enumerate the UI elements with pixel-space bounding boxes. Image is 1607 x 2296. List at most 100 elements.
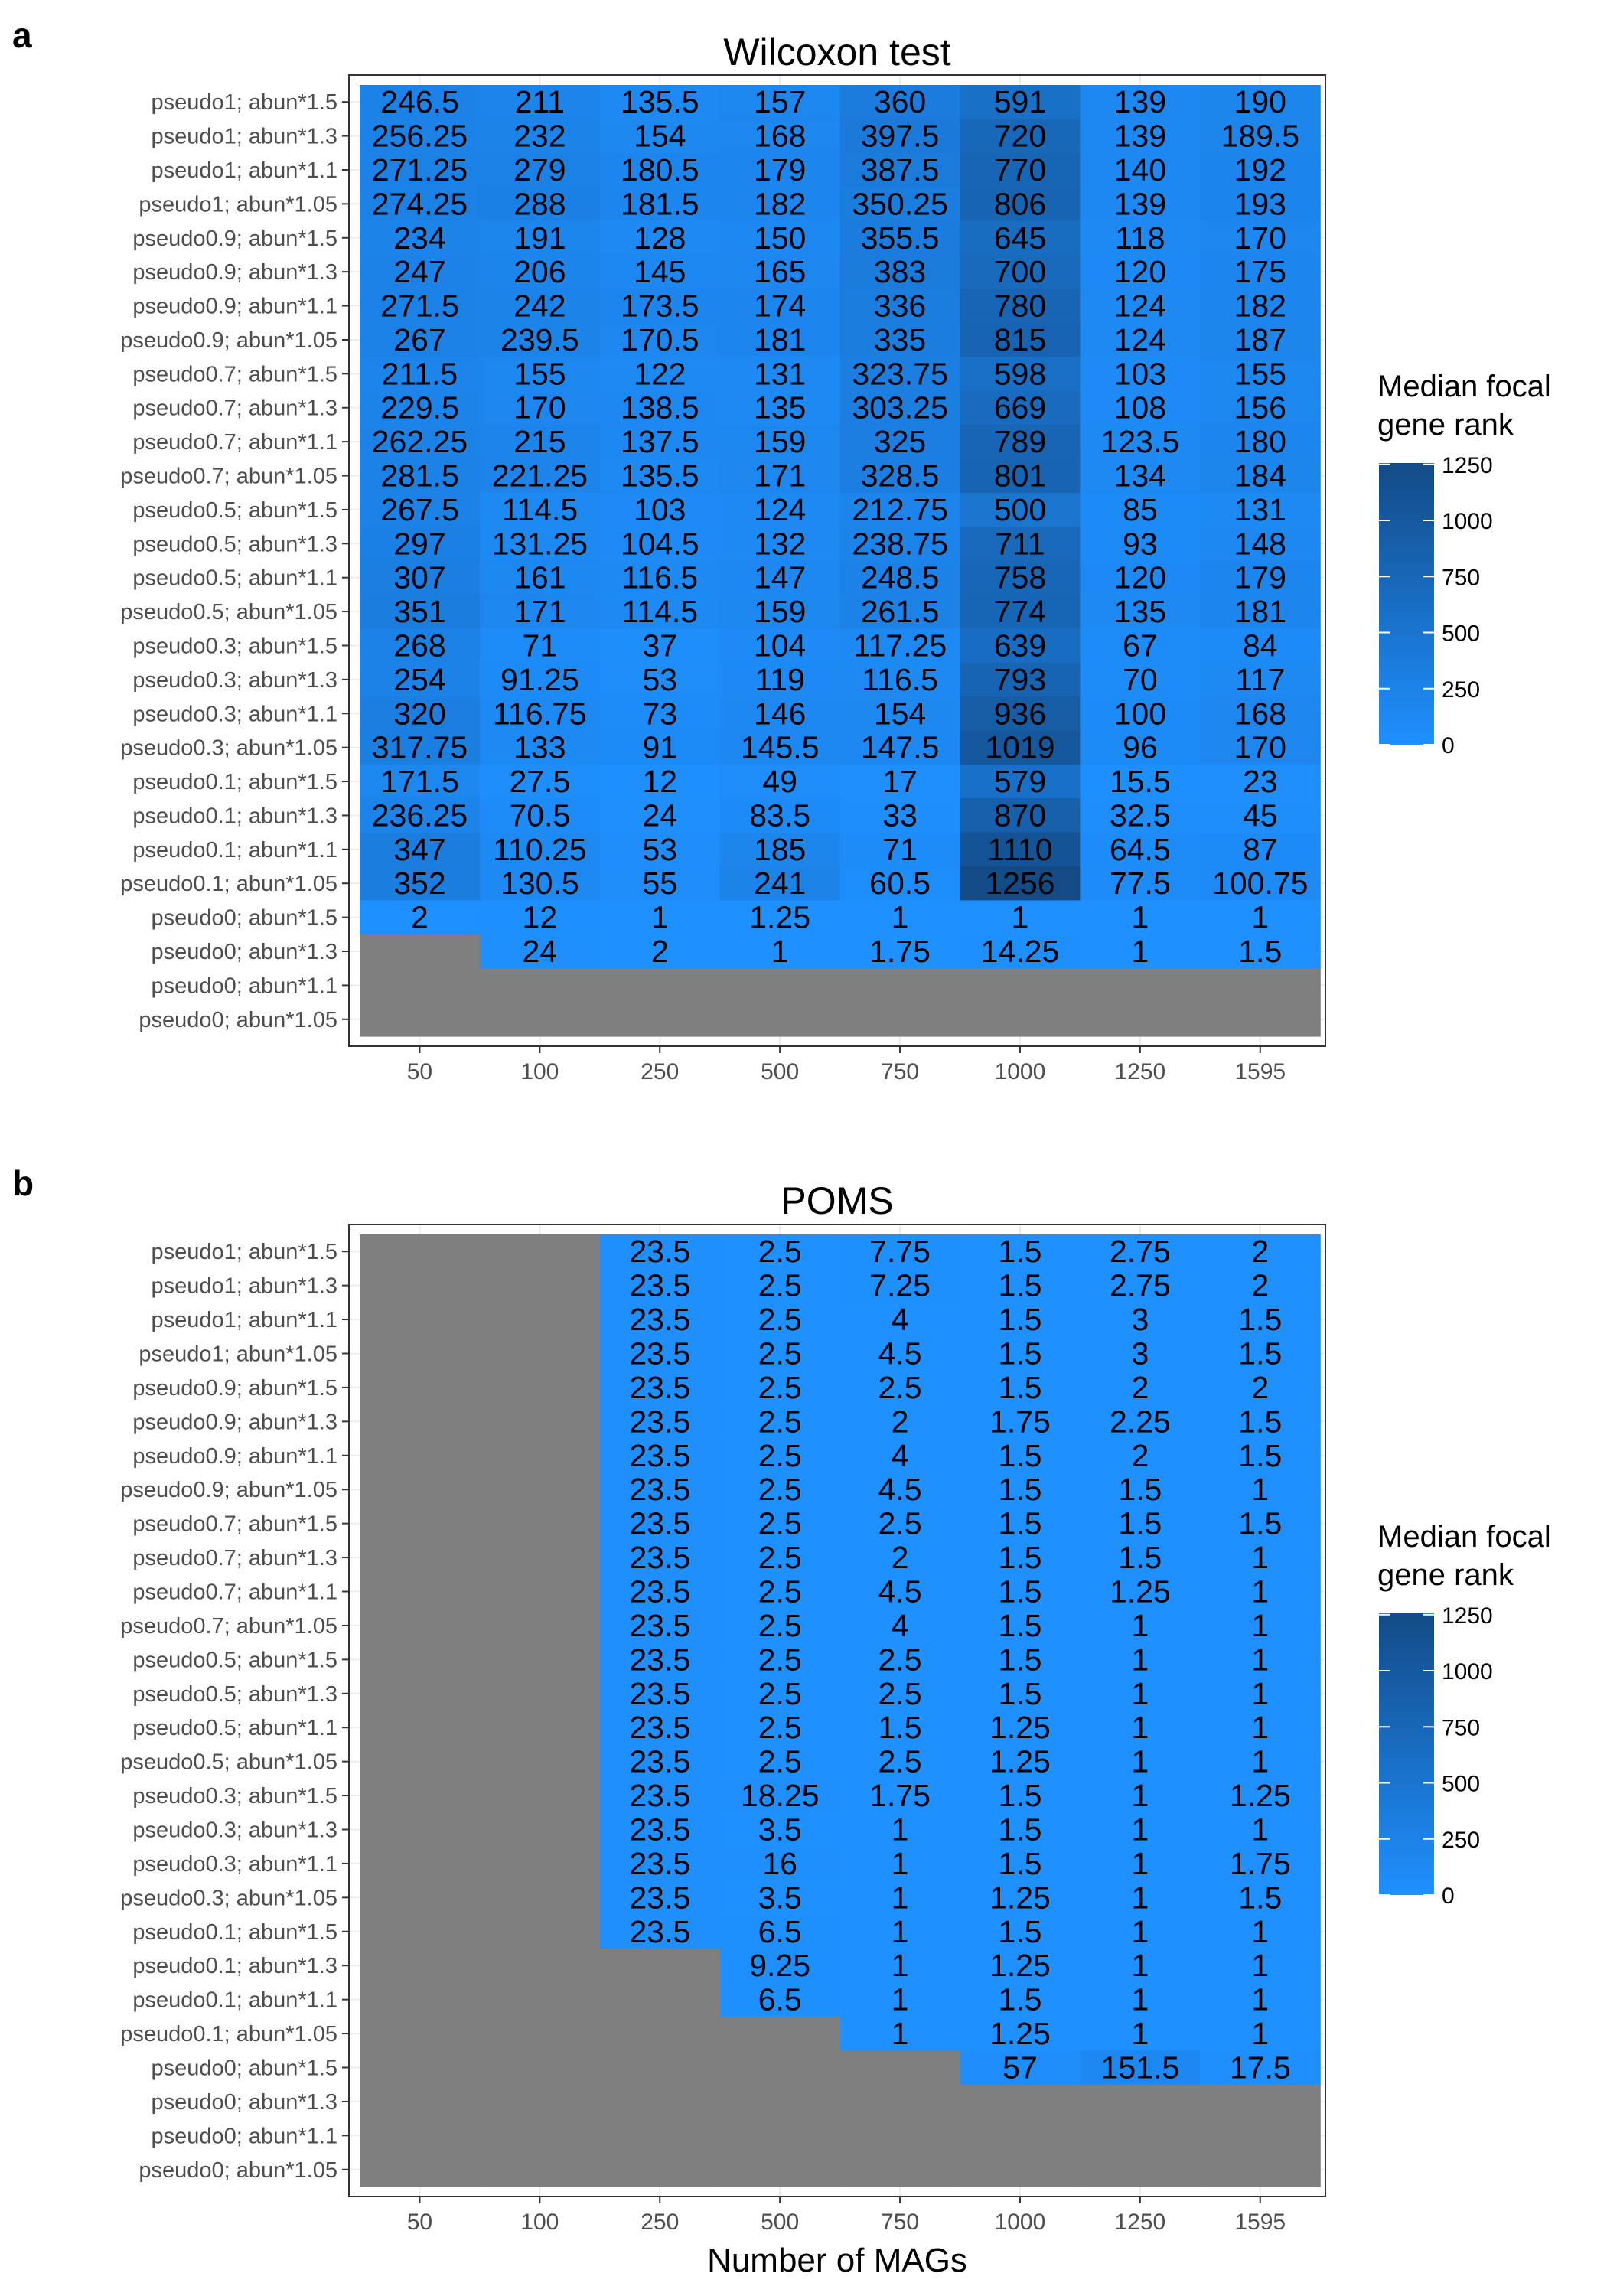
heatmap-cell (960, 322, 1081, 357)
heatmap-cell (1200, 1438, 1321, 1473)
heatmap-cell (960, 152, 1081, 188)
cell-value: 1.75 (989, 1404, 1051, 1439)
heatmap-cell (479, 1438, 601, 1473)
heatmap-cell (479, 1846, 601, 1881)
cell-value: 1 (1251, 1744, 1269, 1779)
heatmap-cell (960, 254, 1081, 289)
heatmap-cell (960, 1574, 1081, 1609)
cell-value: 116.75 (493, 696, 586, 731)
cell-value: 1 (1131, 1778, 1149, 1813)
y-tick-label: pseudo0.3; abun*1.5 (132, 634, 337, 658)
heatmap-cell (1200, 934, 1321, 969)
heatmap-cell (479, 1302, 601, 1337)
heatmap-cell (479, 458, 601, 494)
cell-value: 1.5 (998, 1812, 1041, 1848)
color-legend: Median focal gene rank 1250 1000 750 500 250 0 (1377, 370, 1551, 758)
y-tick-label: pseudo0.7; abun*1.05 (120, 465, 337, 489)
heatmap-cell (719, 1949, 841, 1984)
cell-value: 18.25 (741, 1778, 820, 1813)
heatmap-cell (839, 764, 961, 799)
cell-value: 130.5 (500, 866, 579, 901)
cell-value: 1.5 (998, 1982, 1041, 2017)
heatmap-cell (719, 254, 841, 289)
heatmap-cell (1080, 492, 1201, 527)
heatmap-cell (599, 1846, 721, 1881)
cell-value: 32.5 (1110, 797, 1171, 833)
cell-value: 193 (1234, 186, 1286, 221)
heatmap-cell (839, 1438, 961, 1473)
heatmap-cell (1200, 798, 1321, 833)
heatmap-cell (839, 527, 961, 562)
y-tick-label: pseudo0.5; abun*1.5 (132, 498, 337, 523)
cell-value: 4.5 (878, 1336, 922, 1371)
y-tick-label: pseudo0; abun*1.05 (139, 1008, 337, 1032)
heatmap-cell (719, 1846, 841, 1881)
plot-frame (348, 74, 1326, 1047)
cell-value: 168 (754, 119, 806, 154)
heatmap-cell (599, 1914, 721, 1949)
heatmap-cell (1080, 357, 1201, 392)
cell-value: 1.5 (998, 1336, 1041, 1371)
heatmap-cell (719, 1506, 841, 1541)
cell-value: 1.25 (989, 1948, 1051, 1983)
cell-value: 2.5 (878, 1370, 922, 1405)
heatmap-cell (839, 900, 961, 935)
cell-value: 1.5 (1118, 1472, 1162, 1507)
heatmap-cell (1200, 1002, 1321, 1037)
heatmap-cell (360, 1949, 481, 1984)
heatmap-cell (1080, 560, 1201, 595)
panel-letter: a (12, 15, 32, 55)
y-tick-label: pseudo0.3; abun*1.05 (120, 1886, 337, 1910)
heatmap-cell (839, 2016, 961, 2051)
heatmap-cell (719, 85, 841, 119)
legend-colorbar (1379, 463, 1434, 745)
heatmap-cell (1200, 1540, 1321, 1575)
cell-value: 383 (874, 254, 926, 289)
cell-value: 350.25 (852, 186, 947, 221)
heatmap-cell (479, 424, 601, 459)
cell-value: 1 (1251, 1982, 1269, 2017)
cell-value: 2.5 (878, 1744, 922, 1779)
heatmap-cell (360, 1473, 481, 1508)
heatmap-cell (479, 187, 601, 222)
heatmap-cell (719, 1370, 841, 1405)
cell-value: 185 (754, 832, 806, 867)
cell-value: 15.5 (1110, 764, 1171, 799)
heatmap-cell (719, 730, 841, 765)
cell-value: 1 (1251, 1914, 1269, 1949)
cell-value: 67 (1123, 628, 1158, 663)
heatmap-cell (360, 1778, 481, 1813)
heatmap-cell (1080, 527, 1201, 562)
cell-value: 267 (393, 322, 445, 357)
heatmap-cell (960, 662, 1081, 697)
heatmap-cell (1200, 254, 1321, 289)
cell-value: 247 (393, 254, 445, 289)
heatmap-cell (1080, 220, 1201, 256)
heatmap-cell (960, 1982, 1081, 2017)
cell-value: 116.5 (621, 560, 698, 595)
cell-value: 108 (1114, 390, 1166, 426)
heatmap-cell (599, 866, 721, 902)
cell-value: 351 (393, 594, 445, 629)
heatmap-cell (360, 968, 481, 1003)
y-tick-label: pseudo0.7; abun*1.05 (120, 1614, 337, 1639)
x-tick-label: 1250 (1114, 1059, 1165, 1084)
y-tick-label: pseudo0; abun*1.3 (152, 2090, 338, 2115)
heatmap-cell (1200, 458, 1321, 494)
heatmap-cell (839, 1676, 961, 1711)
heatmap-cell (599, 1473, 721, 1508)
cell-value: 2.5 (758, 1710, 802, 1745)
cell-value: 70.5 (509, 797, 570, 833)
x-tick-label: 1000 (995, 1059, 1046, 1084)
cell-value: 2.5 (758, 1370, 802, 1405)
heatmap-cell (360, 832, 481, 867)
heatmap-cell (1200, 1982, 1321, 2017)
cell-value: 2 (1251, 1370, 1269, 1405)
heatmap-cell (479, 764, 601, 799)
cell-value: 1.5 (998, 1472, 1041, 1507)
cell-value: 1 (1251, 1676, 1269, 1711)
heatmap-cell (599, 289, 721, 324)
heatmap-cell (960, 934, 1081, 969)
heatmap-cell (1080, 1914, 1201, 1949)
heatmap-cell (839, 458, 961, 494)
